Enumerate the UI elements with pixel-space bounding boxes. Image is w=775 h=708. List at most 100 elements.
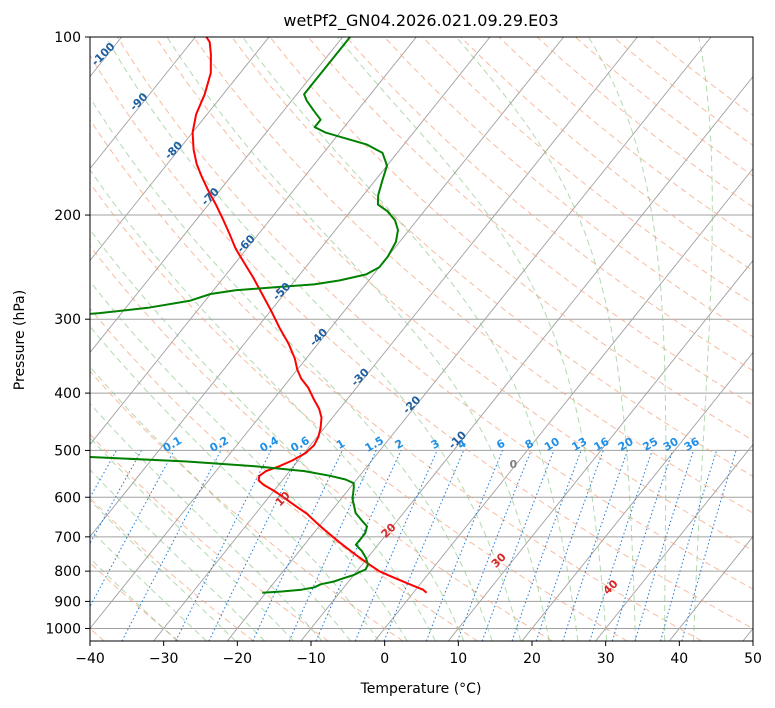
dry-adiabat-line xyxy=(90,497,254,641)
dry-adiabat-line xyxy=(574,37,753,177)
mixing-ratio-line xyxy=(354,450,438,641)
y-tick-label: 400 xyxy=(54,386,81,402)
mixing-ratio-label: 8 xyxy=(523,437,536,452)
dewpoint-trace xyxy=(90,455,369,594)
dry-adiabat-line xyxy=(651,37,753,116)
isotherm-label: -70 xyxy=(199,185,222,208)
line-labels: 0.1 0.2 0.4 0.6 1 1.5 2 3 4 6 8 10 13 16 20 25 30 36-100-… xyxy=(90,40,702,597)
moist-adiabat-line xyxy=(455,37,637,641)
mixing-ratio-label: 0.1 xyxy=(161,434,184,455)
x-axis-ticks: −40 −30 −20 −10 0 10 20 30 40 50 xyxy=(75,641,762,667)
isotherm-line xyxy=(90,37,196,170)
isotherm-lines xyxy=(90,37,753,641)
dry-adiabat-line xyxy=(90,433,329,641)
isotherm-line xyxy=(595,443,753,641)
x-axis-label: Temperature (°C) xyxy=(360,681,482,697)
plot-area: 0.1 0.2 0.4 0.6 1 1.5 2 3 4 6 8 10 13 16 20 25 30 36-100-… xyxy=(90,37,753,641)
plot-frame xyxy=(89,36,754,642)
x-tick-label: −40 xyxy=(75,651,105,667)
mixing-ratio-line xyxy=(535,450,604,641)
chart-title: wetPf2_GN04.2026.021.09.29.E03 xyxy=(283,11,558,31)
y-tick-label: 500 xyxy=(54,443,81,459)
moist-adiabat-line xyxy=(105,37,522,641)
dry-adiabat-line xyxy=(498,37,753,240)
isotherm-line xyxy=(90,37,491,538)
moist-adiabat-line xyxy=(90,528,207,641)
dry-adiabat-line xyxy=(269,37,753,441)
y-tick-label: 300 xyxy=(54,312,81,328)
mixing-ratio-label: 25 xyxy=(641,435,661,454)
dry-adiabat-line xyxy=(536,37,753,208)
x-tick-label: −30 xyxy=(149,651,179,667)
mixing-ratio-label: 6 xyxy=(494,437,507,452)
mixing-ratio-line xyxy=(511,450,582,641)
mixing-ratio-line xyxy=(634,450,694,641)
mixing-ratio-label: 3 xyxy=(429,437,442,452)
x-tick-label: −10 xyxy=(296,651,326,667)
mixing-ratio-line xyxy=(457,450,532,641)
isotherm-line xyxy=(226,37,712,641)
dry-adiabat-label: 40 xyxy=(601,577,621,597)
mixing-ratio-line xyxy=(90,450,117,499)
moist-adiabat-line xyxy=(693,37,713,641)
mixing-ratio-line xyxy=(208,450,303,641)
moist-adiabat-line xyxy=(166,37,550,641)
dry-adiabat-line xyxy=(90,561,180,641)
mixing-ratio-line xyxy=(589,450,653,641)
moist-adiabat-line xyxy=(90,436,294,641)
mixing-ratio-label: 1.5 xyxy=(363,434,386,455)
mixing-ratio-label: 30 xyxy=(661,435,681,454)
dry-adiabat-line xyxy=(90,118,702,641)
y-tick-label: 700 xyxy=(54,530,81,546)
mixing-ratio-line xyxy=(252,450,343,641)
y-tick-label: 800 xyxy=(54,564,81,580)
y-axis-ticks: 100 200 300 400 500 600 700 800 900 1000 xyxy=(45,30,90,638)
mixing-ratio-label: 20 xyxy=(616,435,636,454)
y-tick-label: 600 xyxy=(54,490,81,506)
dry-adiabat-line xyxy=(90,307,478,641)
dry-adiabat-line xyxy=(90,182,628,641)
isotherm-line xyxy=(90,37,270,262)
mixing-ratio-line xyxy=(481,450,555,641)
isotherm-label: -20 xyxy=(400,393,423,416)
moist-adiabat-line xyxy=(90,325,380,641)
dry-adiabat-line xyxy=(193,37,753,514)
moist-adiabat-line xyxy=(90,280,408,641)
y-axis-label: Pressure (hPa) xyxy=(12,290,28,390)
x-tick-label: 10 xyxy=(449,651,467,667)
isotherm-line xyxy=(668,535,753,641)
mixing-ratio-line xyxy=(90,450,175,608)
moist-adiabat-line xyxy=(337,37,608,641)
isotherm-label: -40 xyxy=(307,325,330,348)
dry-adiabat-label: 20 xyxy=(379,520,399,540)
x-tick-label: 0 xyxy=(380,651,389,667)
moist-adiabat-line xyxy=(90,499,236,641)
isotherm-line xyxy=(447,259,753,641)
x-tick-label: 20 xyxy=(523,651,541,667)
dry-adiabat-line xyxy=(155,37,753,552)
mixing-ratio-line xyxy=(383,450,465,641)
dry-adiabat-label: 30 xyxy=(489,550,509,570)
mixing-ratio-label: 1 xyxy=(334,437,347,452)
temperature-trace xyxy=(191,37,428,594)
mixing-ratio-label: 16 xyxy=(592,435,612,454)
y-tick-label: 200 xyxy=(54,208,81,224)
mixing-ratio-lines xyxy=(90,450,737,641)
dry-adiabat-line xyxy=(116,37,753,590)
isotherm-line xyxy=(300,75,753,641)
moist-adiabat-line xyxy=(242,37,579,641)
dry-adiabat-line xyxy=(307,37,753,406)
mixing-ratio-line xyxy=(315,450,402,641)
mixing-ratio-line xyxy=(660,450,718,641)
y-tick-label: 900 xyxy=(54,594,81,610)
x-tick-label: 40 xyxy=(670,651,688,667)
isotherm-label: -50 xyxy=(270,280,293,303)
mixing-ratio-label: 13 xyxy=(570,435,590,454)
isotherm-line xyxy=(153,37,638,641)
x-tick-label: −20 xyxy=(223,651,253,667)
isotherm-label: -90 xyxy=(127,90,150,113)
mixing-ratio-line xyxy=(90,450,142,545)
dewpoint-trace-upper xyxy=(90,37,399,315)
mixing-ratio-line xyxy=(681,450,737,641)
